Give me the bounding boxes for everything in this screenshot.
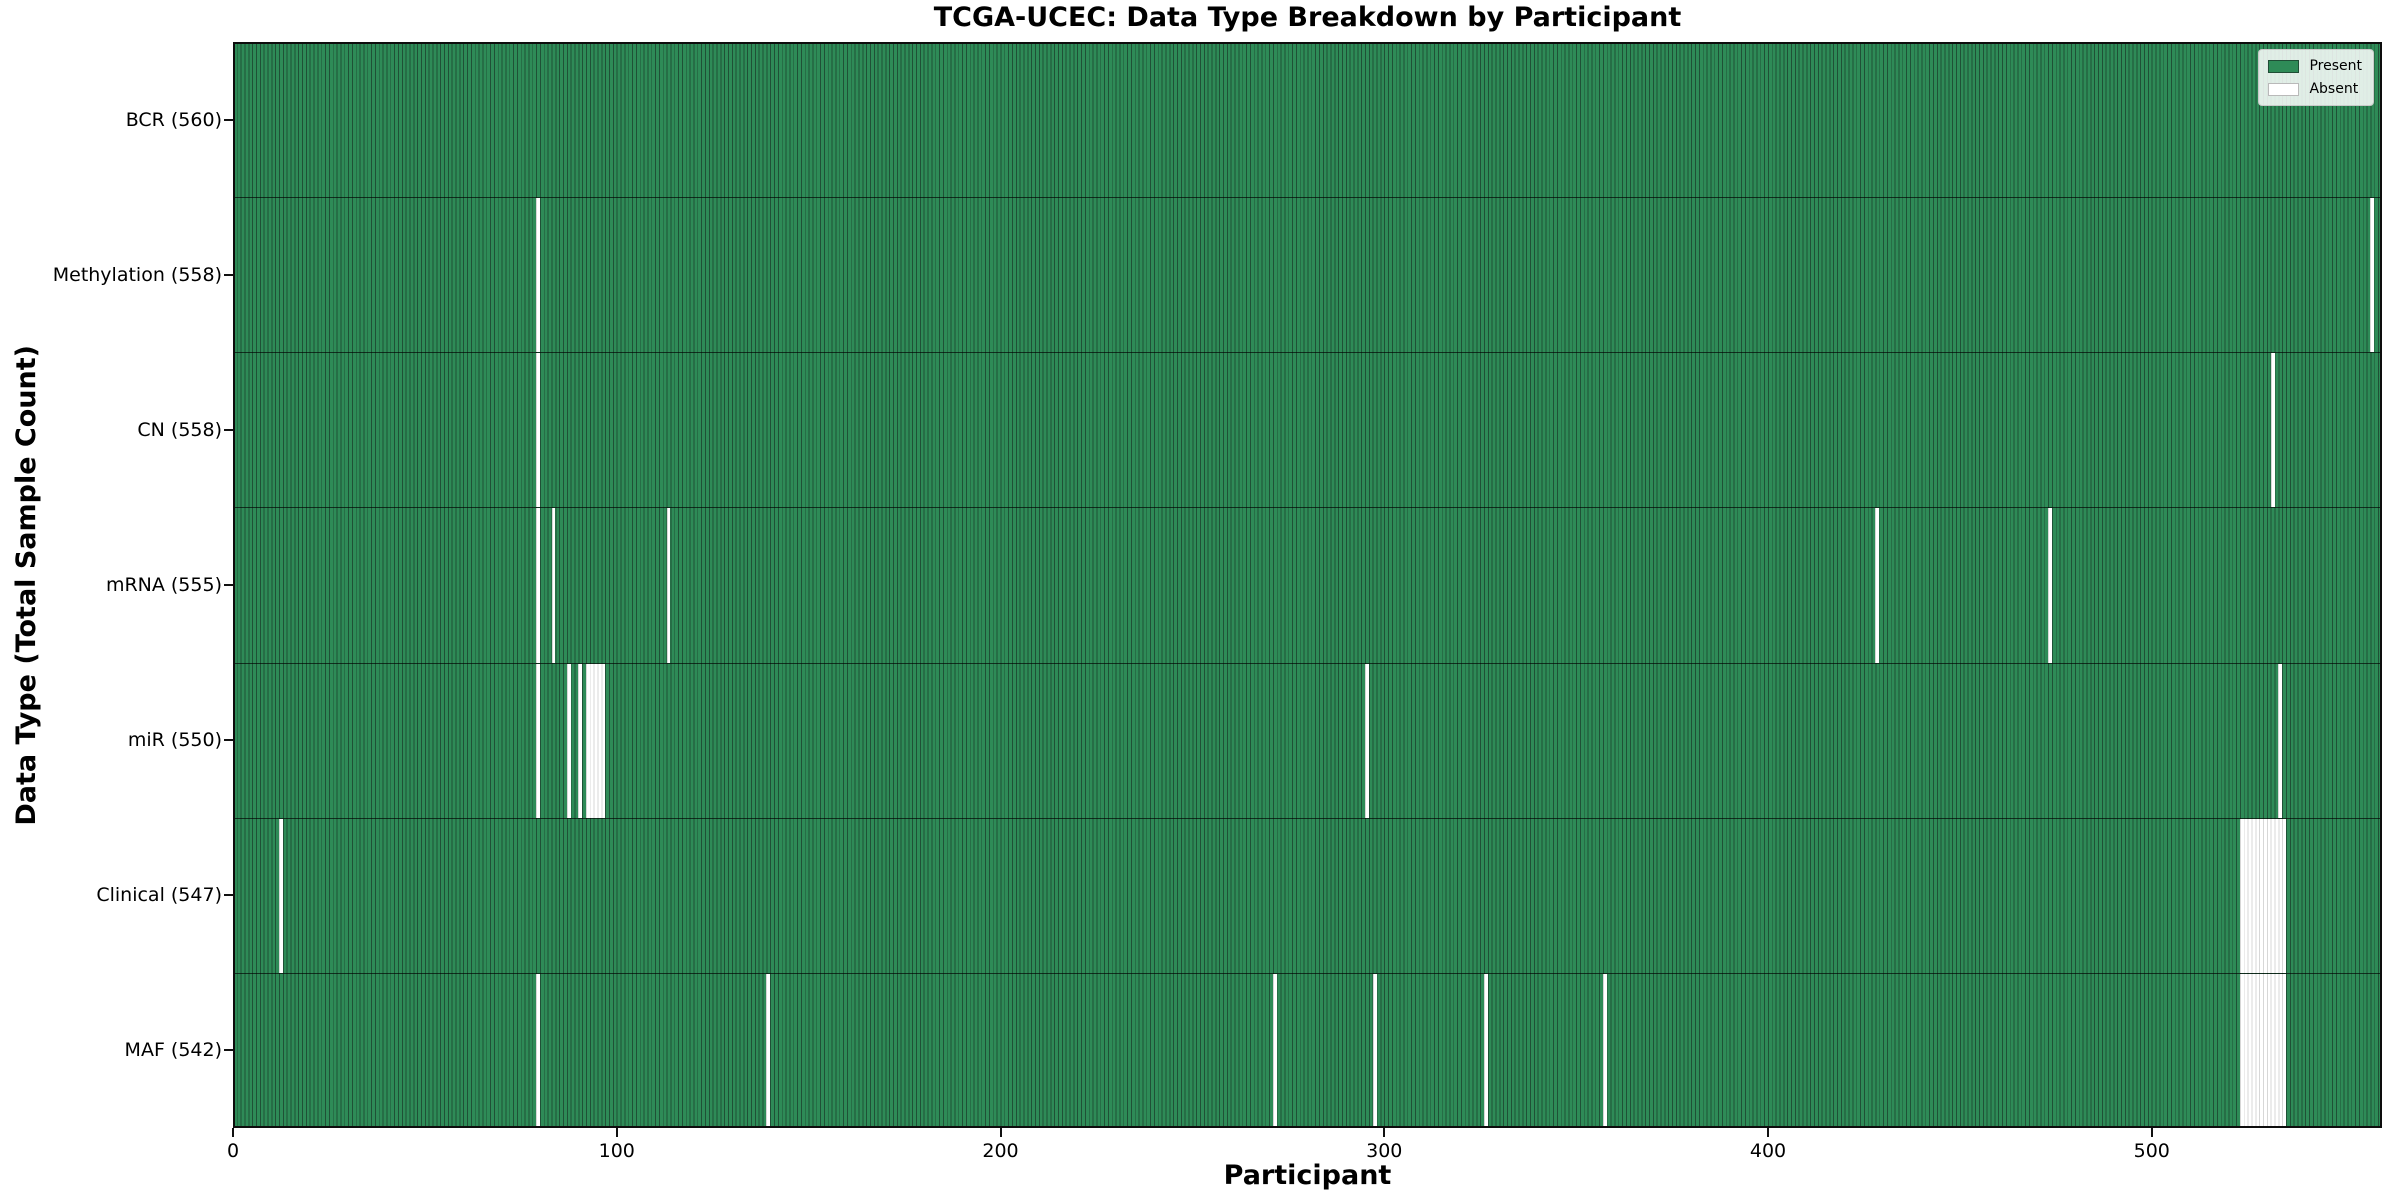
x-tick-mark <box>232 1128 234 1137</box>
absent-segment-methylation <box>536 198 540 353</box>
x-tick-mark <box>999 1128 1002 1137</box>
row-clinical <box>233 817 2382 973</box>
absent-segment-maf <box>2240 973 2287 1128</box>
x-tick-label-400: 400 <box>1749 1140 1787 1162</box>
y-tick-mark <box>224 894 233 897</box>
x-axis-label: Participant <box>1223 1160 1392 1191</box>
y-tick-mark <box>224 428 233 431</box>
y-tick-mark <box>224 1049 233 1052</box>
y-axis-label-wrap: Data Type (Total Sample Count) <box>6 42 46 1128</box>
absent-swatch <box>2268 82 2300 96</box>
x-tick-label-300: 300 <box>1366 1140 1403 1162</box>
absent-segment-mrna <box>666 508 671 663</box>
absent-segment-mir <box>586 663 606 818</box>
row-cn <box>233 352 2382 508</box>
absent-segment-maf <box>766 973 771 1128</box>
absent-segment-maf <box>536 973 540 1128</box>
x-tick-label-500: 500 <box>2133 1140 2170 1162</box>
legend-label-absent: Absent <box>2309 81 2359 97</box>
absent-segment-cn <box>536 353 540 508</box>
row-mir <box>233 662 2382 818</box>
y-axis-label: Data Type (Total Sample Count) <box>10 344 42 826</box>
absent-segment-mir <box>536 663 540 818</box>
absent-segment-mir <box>2278 663 2283 818</box>
absent-segment-maf <box>1484 973 1488 1128</box>
x-tick-label-200: 200 <box>982 1140 1019 1162</box>
x-tick-label-100: 100 <box>598 1140 635 1162</box>
y-tick-mark <box>224 739 233 742</box>
absent-segment-maf <box>1602 973 1607 1128</box>
present-swatch <box>2268 59 2300 73</box>
x-tick-mark <box>1383 1128 1386 1137</box>
absent-segment-mrna <box>2048 508 2052 663</box>
y-tick-mark <box>224 118 233 121</box>
x-tick-mark <box>615 1128 618 1137</box>
absent-segment-mrna <box>536 508 540 663</box>
legend-item-present: Present <box>2268 58 2362 74</box>
y-tick-mark <box>224 584 233 586</box>
row-methylation <box>233 197 2382 353</box>
legend: Present Absent <box>2258 49 2374 106</box>
absent-segment-mrna <box>551 508 556 663</box>
absent-segment-mir <box>566 663 571 818</box>
absent-segment-maf <box>1372 973 1377 1128</box>
x-tick-mark <box>1767 1128 1769 1137</box>
absent-segment-mir <box>578 663 583 818</box>
absent-segment-clinical <box>2240 818 2287 973</box>
absent-segment-mir <box>1365 663 1369 818</box>
absent-segment-clinical <box>279 818 283 973</box>
absent-segment-cn <box>2270 353 2275 508</box>
plot-area: Present Absent <box>233 42 2382 1128</box>
row-mrna <box>233 507 2382 663</box>
x-tick-mark <box>2150 1128 2153 1137</box>
absent-segment-methylation <box>2370 198 2375 353</box>
legend-label-present: Present <box>2309 58 2362 74</box>
row-maf <box>233 972 2382 1128</box>
absent-segment-mrna <box>1875 508 1880 663</box>
y-tick-mark <box>224 273 233 276</box>
absent-segment-maf <box>1272 973 1277 1128</box>
row-bcr <box>233 42 2382 198</box>
chart-title: TCGA-UCEC: Data Type Breakdown by Partic… <box>933 2 1682 33</box>
x-tick-label-0: 0 <box>226 1140 240 1162</box>
legend-item-absent: Absent <box>2268 81 2362 97</box>
